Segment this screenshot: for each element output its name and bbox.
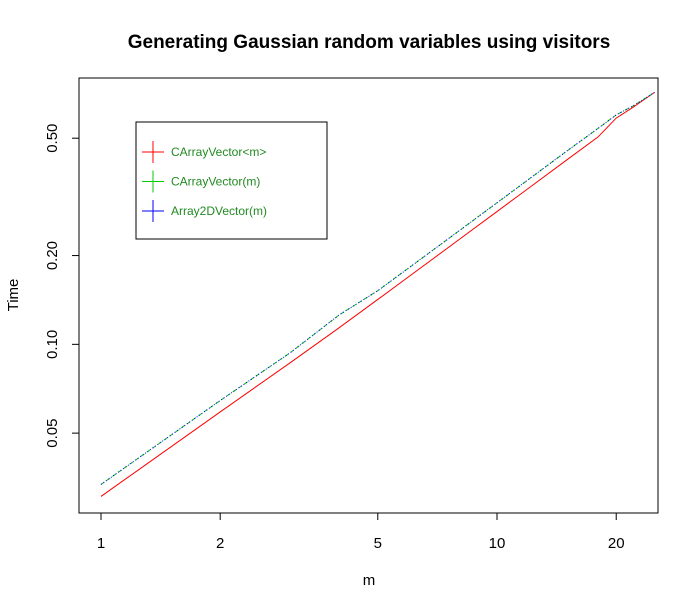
- y-axis: 0.05 0.10 0.20 0.50: [44, 124, 80, 448]
- legend: CArrayVector<m> CArrayVector(m) Array2DVec…: [135, 121, 328, 240]
- x-axis: 1 2 5 10 20: [97, 512, 625, 552]
- x-tick-label: 1: [97, 535, 105, 552]
- x-tick-label: 20: [608, 535, 625, 552]
- x-tick-label: 5: [374, 535, 382, 552]
- legend-label: CArrayVector<m>: [171, 145, 266, 159]
- y-tick-label: 0.10: [44, 330, 61, 359]
- x-tick-label: 2: [216, 535, 224, 552]
- chart-title: Generating Gaussian random variables usi…: [128, 32, 611, 53]
- y-tick-label: 0.05: [44, 419, 61, 448]
- legend-box: [135, 121, 328, 240]
- y-axis-label: Time: [5, 279, 22, 312]
- legend-label: Array2DVector(m): [171, 204, 267, 218]
- series-line-1: [100, 91, 655, 497]
- x-axis-label: m: [363, 572, 376, 589]
- x-tick-label: 10: [489, 535, 506, 552]
- y-tick-label: 0.20: [44, 241, 61, 270]
- series-layer: [100, 91, 655, 497]
- legend-label: CArrayVector(m): [171, 175, 260, 189]
- series-line-3: [100, 91, 655, 485]
- y-tick-label: 0.50: [44, 124, 61, 153]
